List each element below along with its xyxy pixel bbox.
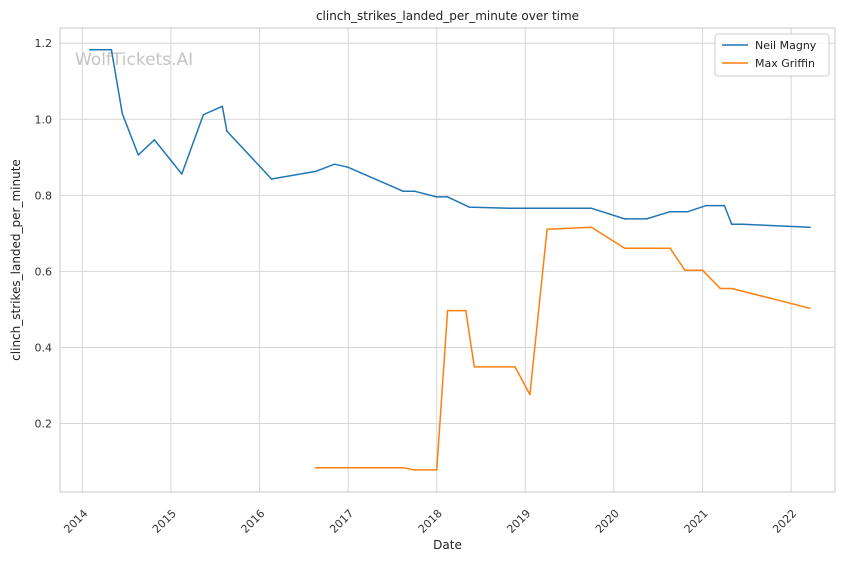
legend-label-max-griffin: Max Griffin (755, 57, 815, 70)
y-tick-label: 0.4 (35, 341, 53, 354)
y-tick-label: 0.8 (35, 189, 53, 202)
legend-label-neil-magny: Neil Magny (755, 39, 817, 52)
legend: Neil Magny Max Griffin (714, 33, 830, 77)
y-axis-label: clinch_strikes_landed_per_minute (9, 159, 23, 361)
series-layer (89, 48, 811, 471)
data-point (446, 309, 449, 312)
data-point (514, 366, 516, 368)
data-point (623, 247, 626, 249)
data-point (701, 269, 704, 272)
x-tick-label: 2020 (593, 507, 622, 536)
series-max-griffin (314, 226, 811, 471)
y-axis: 0.2 0.4 0.6 0.8 1.0 1.2 (35, 37, 53, 430)
x-tick-label: 2017 (327, 507, 356, 536)
data-point (270, 178, 273, 180)
data-point (226, 130, 228, 132)
grid (60, 28, 835, 492)
data-point (110, 48, 113, 51)
x-tick-label: 2015 (150, 507, 179, 536)
data-point (723, 204, 726, 207)
data-point (719, 287, 722, 290)
chart-title: clinch_strikes_landed_per_minute over ti… (316, 9, 579, 23)
data-point (137, 154, 140, 156)
data-point (402, 190, 404, 192)
data-point (89, 48, 91, 51)
data-point (435, 469, 438, 471)
x-axis: 2014 2015 2016 2017 2018 2019 2020 2021 2022 (61, 507, 799, 536)
data-point (314, 466, 317, 469)
data-point (181, 173, 183, 175)
data-point (221, 105, 224, 108)
data-point (645, 218, 648, 220)
data-point (402, 466, 404, 469)
y-tick-label: 1.2 (35, 37, 53, 50)
data-point (809, 307, 811, 310)
x-tick-label: 2014 (61, 507, 90, 536)
data-point (314, 170, 317, 173)
x-axis-label: Date (433, 538, 462, 552)
data-point (730, 287, 733, 290)
data-point (202, 113, 205, 116)
data-point (468, 206, 471, 208)
series-line-neil-magny (89, 48, 811, 229)
data-point (590, 207, 593, 210)
data-point (669, 247, 671, 249)
series-neil-magny (89, 48, 811, 229)
data-point (509, 207, 512, 210)
data-point (687, 210, 689, 213)
data-point (684, 269, 686, 272)
data-point (705, 204, 707, 207)
data-point (121, 112, 124, 115)
data-point (669, 210, 671, 213)
data-point (446, 196, 449, 198)
data-point (473, 366, 476, 368)
x-tick-label: 2021 (682, 507, 711, 536)
data-point (529, 393, 531, 396)
x-tick-label: 2019 (504, 507, 533, 536)
x-tick-label: 2018 (416, 507, 445, 536)
y-tick-label: 0.2 (35, 418, 53, 431)
data-point (730, 223, 733, 225)
data-point (623, 218, 626, 220)
data-point (153, 139, 156, 141)
watermark: WolfTickets.AI (75, 50, 193, 70)
data-point (435, 196, 438, 198)
data-point (347, 166, 349, 168)
data-point (809, 226, 811, 229)
data-point (741, 223, 744, 225)
data-point (413, 469, 416, 471)
data-point (413, 190, 416, 192)
x-tick-label: 2022 (770, 507, 799, 536)
plot-frame (59, 27, 836, 493)
data-point (333, 163, 336, 165)
series-line-max-griffin (315, 226, 811, 471)
data-point (546, 228, 548, 230)
y-tick-label: 1.0 (35, 113, 53, 126)
data-point (465, 309, 467, 312)
x-tick-label: 2016 (239, 507, 268, 536)
y-tick-label: 0.6 (35, 265, 53, 278)
data-point (590, 226, 593, 229)
